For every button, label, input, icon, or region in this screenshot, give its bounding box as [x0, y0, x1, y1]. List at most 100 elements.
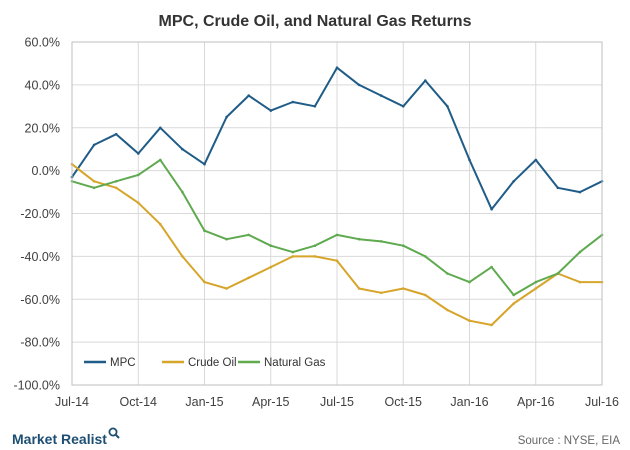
data-point	[114, 180, 118, 183]
series-natural-gas	[70, 158, 604, 297]
data-point	[490, 265, 493, 269]
data-point	[534, 158, 538, 162]
data-point	[468, 319, 471, 323]
data-point	[446, 308, 449, 312]
data-point	[225, 237, 228, 241]
data-point	[269, 109, 273, 112]
data-point	[291, 100, 295, 104]
x-tick-label: Jan-15	[185, 395, 223, 409]
data-point	[578, 250, 582, 254]
data-point	[446, 272, 449, 275]
data-point	[159, 158, 162, 162]
data-point	[313, 244, 317, 247]
data-point	[534, 280, 538, 284]
data-point	[247, 233, 250, 237]
y-tick-label: 60.0%	[25, 36, 60, 50]
footer: Market Realist Source : NYSE, EIA	[12, 427, 621, 447]
series-layer	[70, 66, 604, 327]
series-crude-oil	[70, 162, 604, 327]
data-point	[512, 180, 515, 183]
chart-legend: MPC Crude Oil Natural Gas	[84, 357, 326, 369]
data-point	[402, 287, 405, 290]
data-point	[402, 244, 405, 247]
data-point	[92, 186, 96, 190]
data-point	[291, 255, 295, 258]
data-point	[578, 190, 582, 194]
data-point	[137, 201, 140, 205]
x-tick-label: Jul-16	[585, 395, 619, 409]
data-point	[379, 240, 383, 243]
chart-title: MPC, Crude Oil, and Natural Gas Returns	[159, 13, 472, 30]
data-point	[137, 152, 140, 155]
data-point	[512, 293, 515, 297]
x-tick-label: Apr-16	[517, 395, 555, 409]
y-tick-label: -20.0%	[20, 207, 60, 221]
y-tick-label: -40.0%	[20, 250, 60, 264]
y-tick-label: -80.0%	[20, 336, 60, 350]
data-point	[379, 94, 383, 97]
data-point	[379, 291, 383, 295]
data-point	[269, 244, 273, 247]
y-tick-label: 40.0%	[25, 78, 60, 92]
data-point	[490, 207, 493, 211]
data-point	[424, 255, 427, 258]
data-point	[357, 237, 361, 241]
data-point	[512, 302, 515, 305]
magnifier-icon	[108, 427, 120, 439]
source-note: Source : NYSE, EIA	[518, 435, 621, 447]
data-point	[313, 105, 317, 108]
brand-name: Market Realist	[12, 431, 107, 447]
data-point	[225, 287, 228, 290]
data-point	[247, 94, 250, 97]
x-tick-label: Jul-14	[55, 395, 89, 409]
data-point	[92, 143, 96, 147]
data-point	[578, 280, 582, 284]
data-point	[446, 105, 449, 108]
data-point	[92, 180, 96, 183]
data-point	[556, 186, 560, 190]
data-point	[468, 158, 471, 162]
data-point	[357, 83, 361, 87]
series-mpc	[70, 66, 604, 211]
data-point	[181, 255, 184, 258]
data-point	[335, 233, 339, 237]
grid-layer	[71, 41, 603, 386]
data-point	[269, 265, 273, 269]
data-point	[203, 229, 206, 232]
data-point	[137, 173, 140, 177]
data-point	[534, 287, 538, 290]
data-point	[424, 79, 427, 82]
data-point	[468, 280, 471, 284]
data-point	[114, 132, 118, 136]
x-tick-label: Oct-15	[384, 395, 422, 409]
data-point	[247, 276, 250, 280]
data-point	[313, 255, 317, 258]
data-point	[159, 222, 162, 226]
legend-label: MPC	[110, 357, 136, 369]
data-point	[225, 115, 228, 119]
legend-label: Crude Oil	[188, 357, 237, 369]
data-point	[335, 66, 339, 69]
x-tick-label: Jan-16	[450, 395, 488, 409]
data-point	[424, 293, 427, 297]
data-point	[181, 147, 184, 151]
x-tick-label: Oct-14	[119, 395, 157, 409]
data-point	[159, 126, 162, 130]
data-point	[203, 280, 206, 284]
x-tick-label: Jul-15	[320, 395, 354, 409]
data-point	[181, 190, 184, 194]
data-point	[490, 323, 493, 327]
legend-label: Natural Gas	[264, 357, 326, 369]
y-tick-label: -100.0%	[13, 379, 60, 393]
data-point	[203, 162, 206, 166]
x-tick-label: Apr-15	[252, 395, 290, 409]
y-tick-label: 0.0%	[32, 164, 61, 178]
y-tick-label: 20.0%	[25, 121, 60, 135]
plot-frame	[71, 41, 603, 386]
data-point	[291, 250, 295, 254]
data-point	[357, 287, 361, 290]
axis-layer: 60.0% 40.0% 20.0% 0.0% -20.0% -40.0% -60.0% -80…	[13, 36, 619, 410]
data-point	[335, 259, 339, 263]
y-tick-label: -60.0%	[20, 293, 60, 307]
